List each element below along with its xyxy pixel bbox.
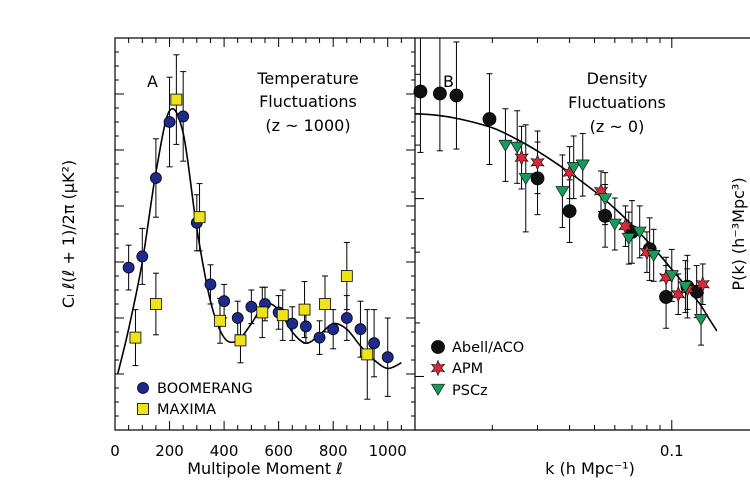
apm-point bbox=[514, 149, 529, 166]
pscz-point bbox=[555, 186, 570, 199]
pscz-point bbox=[518, 173, 533, 186]
panel-a-y-axis-label: Cₗ ℓ(ℓ + 1)/2π (μK²) bbox=[59, 160, 78, 308]
panel-a-x-tick-label: 1000 bbox=[369, 442, 407, 460]
panel-a-model-curve bbox=[116, 108, 402, 375]
boomerang-point bbox=[381, 351, 394, 364]
boomerang-point bbox=[177, 110, 190, 123]
panel-a-points bbox=[122, 54, 394, 400]
panel-a-x-axis-label: Multipole Moment ℓ bbox=[187, 459, 343, 478]
boomerang-point bbox=[313, 331, 326, 344]
abell-aco-point bbox=[432, 86, 447, 101]
maxima-point bbox=[361, 348, 374, 361]
legend-marker-boomerang bbox=[137, 382, 149, 394]
abell-aco-point bbox=[482, 112, 497, 126]
panel-a-title-line-2: Fluctuations bbox=[259, 92, 357, 111]
boomerang-point bbox=[340, 312, 353, 324]
boomerang-point bbox=[231, 312, 244, 324]
maxima-point bbox=[129, 331, 142, 344]
maxima-point bbox=[170, 93, 183, 106]
boomerang-point bbox=[136, 250, 149, 263]
maxima-point bbox=[193, 211, 206, 224]
pscz-point bbox=[646, 250, 661, 263]
panel-a-legend: BOOMERANG MAXIMA bbox=[137, 381, 253, 418]
legend-label-boomerang: BOOMERANG bbox=[157, 381, 253, 397]
panel-b-y-axis-label: P(k) (h⁻³Mpc³) bbox=[729, 177, 748, 290]
panel-a-letter: A bbox=[147, 72, 158, 91]
boomerang-point bbox=[163, 116, 176, 128]
legend-marker-maxima bbox=[137, 403, 149, 415]
maxima-point bbox=[214, 314, 226, 327]
panel-b-x-tick-label: 0.1 bbox=[660, 442, 684, 460]
pscz-point bbox=[566, 162, 581, 175]
panel-b-x-axis-label: k (h Mpc⁻¹) bbox=[545, 459, 635, 478]
apm-point bbox=[639, 243, 655, 261]
pscz-point bbox=[632, 226, 647, 239]
panel-a-x-tick-label: 800 bbox=[319, 442, 348, 460]
legend-marker-pscz bbox=[430, 383, 446, 396]
panel-a-x-tick-label: 600 bbox=[264, 442, 293, 460]
panel-a-title-line-3: (z ~ 1000) bbox=[265, 116, 350, 135]
panel-b-title-line-1: Density bbox=[587, 69, 648, 88]
panel-b-ticks: 0.1 bbox=[414, 38, 684, 460]
abell-aco-point bbox=[449, 88, 464, 103]
panel-a-ticks: 0 200 400 600 800 1000 bbox=[110, 37, 416, 460]
maxima-point bbox=[340, 270, 353, 282]
pscz-point bbox=[678, 281, 693, 294]
panel-a-x-tick-label: 200 bbox=[155, 442, 184, 460]
boomerang-point bbox=[204, 278, 217, 291]
apm-point bbox=[695, 275, 710, 293]
panel-b-legend: Abell/ACO APM PSCz bbox=[430, 340, 524, 399]
boomerang-point bbox=[150, 172, 162, 184]
pscz-point bbox=[598, 193, 613, 206]
abell-aco-point bbox=[530, 171, 545, 186]
maxima-point bbox=[276, 309, 289, 322]
boomerang-point bbox=[218, 295, 230, 308]
boomerang-point bbox=[245, 300, 258, 313]
legend-marker-apm bbox=[430, 359, 446, 377]
panel-a-title-line-1: Temperature bbox=[256, 69, 358, 88]
abell-aco-point bbox=[562, 204, 577, 219]
boomerang-point bbox=[286, 317, 299, 330]
boomerang-point bbox=[300, 320, 312, 333]
legend-label-pscz: PSCz bbox=[452, 383, 488, 399]
boomerang-point bbox=[327, 323, 340, 336]
legend-label-abell-aco: Abell/ACO bbox=[452, 340, 524, 356]
pscz-point bbox=[510, 141, 525, 154]
pscz-point bbox=[607, 218, 622, 231]
maxima-point bbox=[298, 303, 311, 316]
pscz-point bbox=[694, 313, 709, 326]
panel-b-letter: B bbox=[443, 72, 454, 91]
maxima-point bbox=[319, 298, 331, 310]
pscz-point bbox=[575, 159, 590, 172]
abell-aco-point bbox=[413, 84, 428, 99]
legend-marker-abell-aco bbox=[431, 340, 445, 354]
maxima-point bbox=[234, 334, 247, 347]
apm-point bbox=[593, 183, 609, 200]
panel-b-title-line-2: Fluctuations bbox=[568, 93, 666, 112]
pscz-point bbox=[498, 139, 513, 152]
panel-a-x-tick-label: 0 bbox=[110, 442, 120, 460]
panel-a-x-tick-label: 400 bbox=[210, 442, 239, 460]
panel-b-title-line-3: (z ~ 0) bbox=[590, 117, 645, 136]
maxima-point bbox=[256, 306, 269, 319]
pscz-point bbox=[664, 270, 679, 283]
apm-point bbox=[530, 154, 545, 171]
abell-aco-point bbox=[659, 290, 673, 304]
legend-label-apm: APM bbox=[452, 361, 483, 377]
legend-label-maxima: MAXIMA bbox=[157, 402, 216, 418]
panel-b-points bbox=[413, 37, 710, 346]
boomerang-point bbox=[368, 337, 380, 350]
pscz-point bbox=[621, 232, 636, 245]
maxima-point bbox=[150, 298, 162, 310]
boomerang-point bbox=[354, 323, 367, 336]
boomerang-point bbox=[122, 261, 135, 274]
